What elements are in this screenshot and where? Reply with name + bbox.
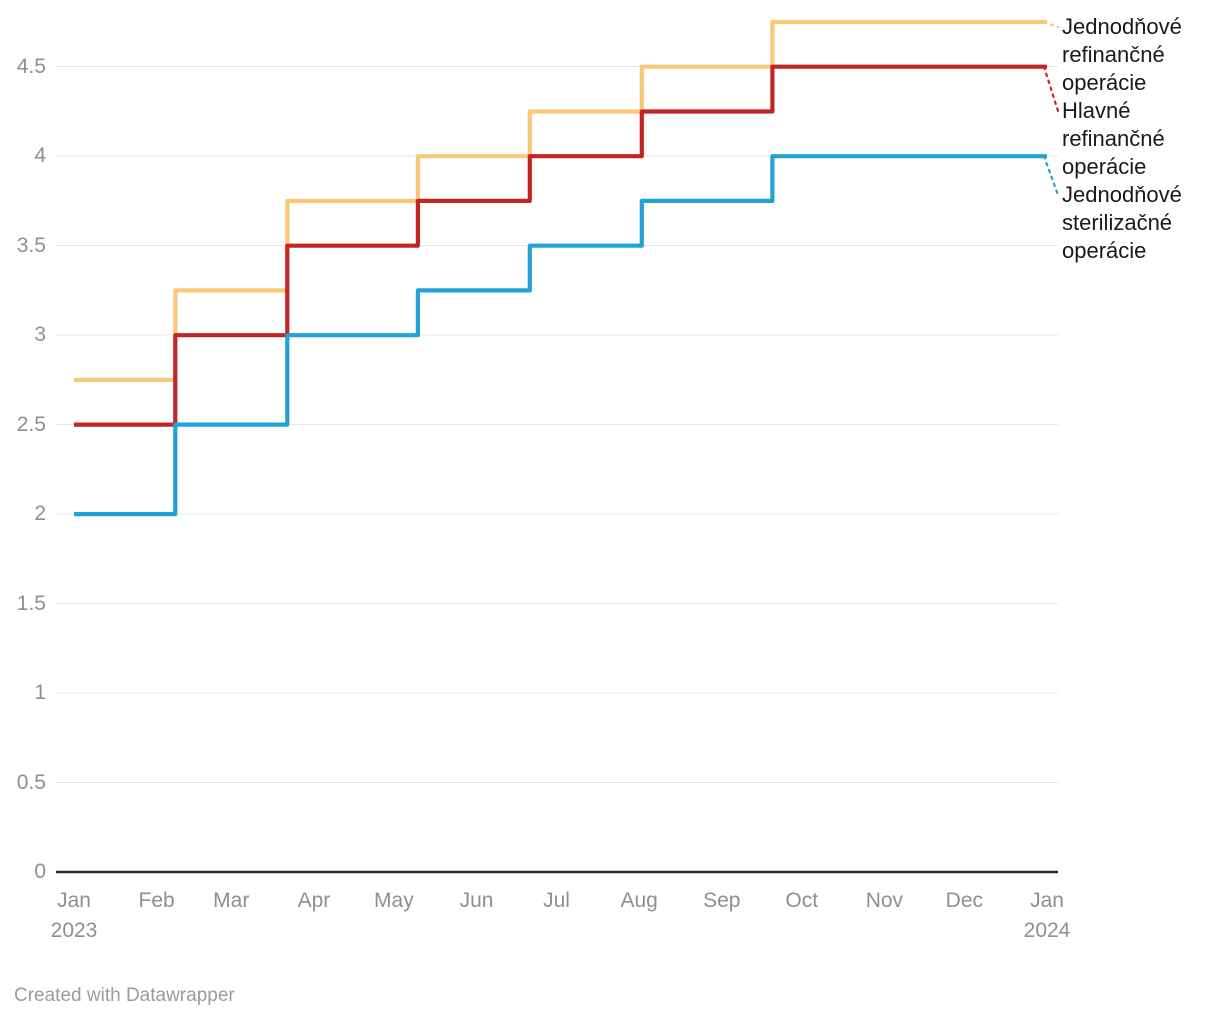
y-tick-label: 4 xyxy=(34,144,46,168)
chart-svg xyxy=(56,19,1060,874)
x-tick-year: 2024 xyxy=(1023,919,1071,942)
x-tick-label: May xyxy=(374,889,414,912)
y-tick-label: 3 xyxy=(34,323,46,347)
legend-label: Jednodňové sterilizačné operácie xyxy=(1062,182,1182,263)
y-tick-label: 2 xyxy=(34,502,46,526)
y-tick-label: 0.5 xyxy=(16,770,46,794)
leader-line xyxy=(1042,155,1060,197)
x-tick-label: Jun xyxy=(459,889,494,912)
y-tick-label: 1.5 xyxy=(16,591,46,615)
x-tick-label: Sep xyxy=(703,889,741,912)
x-tick-label: Jul xyxy=(543,889,570,912)
leader-line xyxy=(1042,65,1060,113)
y-tick-label: 4.5 xyxy=(16,54,46,78)
leader-line xyxy=(1042,20,1060,29)
datawrapper-credit-link[interactable]: Created with Datawrapper xyxy=(14,985,235,1006)
series-line xyxy=(74,19,1047,382)
x-tick-label: Jan 2024 xyxy=(1003,886,1091,946)
series-line xyxy=(74,64,1047,427)
series-line xyxy=(74,154,1047,517)
x-tick-label: Mar xyxy=(213,889,250,912)
x-tick-label: Nov xyxy=(865,889,904,912)
x-tick-label: Dec xyxy=(945,889,984,912)
x-tick-label: Apr xyxy=(297,889,331,912)
y-tick-label: 1 xyxy=(34,681,46,705)
x-tick-label: Jan 2023 xyxy=(30,886,118,946)
x-tick-label: Feb xyxy=(138,889,175,912)
y-tick-label: 0 xyxy=(34,860,46,883)
x-tick-label: Aug xyxy=(620,889,658,912)
legend-label: Hlavné refinančné operácie xyxy=(1062,98,1165,179)
y-tick-label: 2.5 xyxy=(16,412,46,436)
x-tick-label: Oct xyxy=(785,889,819,912)
y-tick-label: 3.5 xyxy=(16,233,46,257)
legend-label: Jednodňové refinančné operácie xyxy=(1062,14,1182,95)
x-tick-year: 2023 xyxy=(50,919,98,942)
